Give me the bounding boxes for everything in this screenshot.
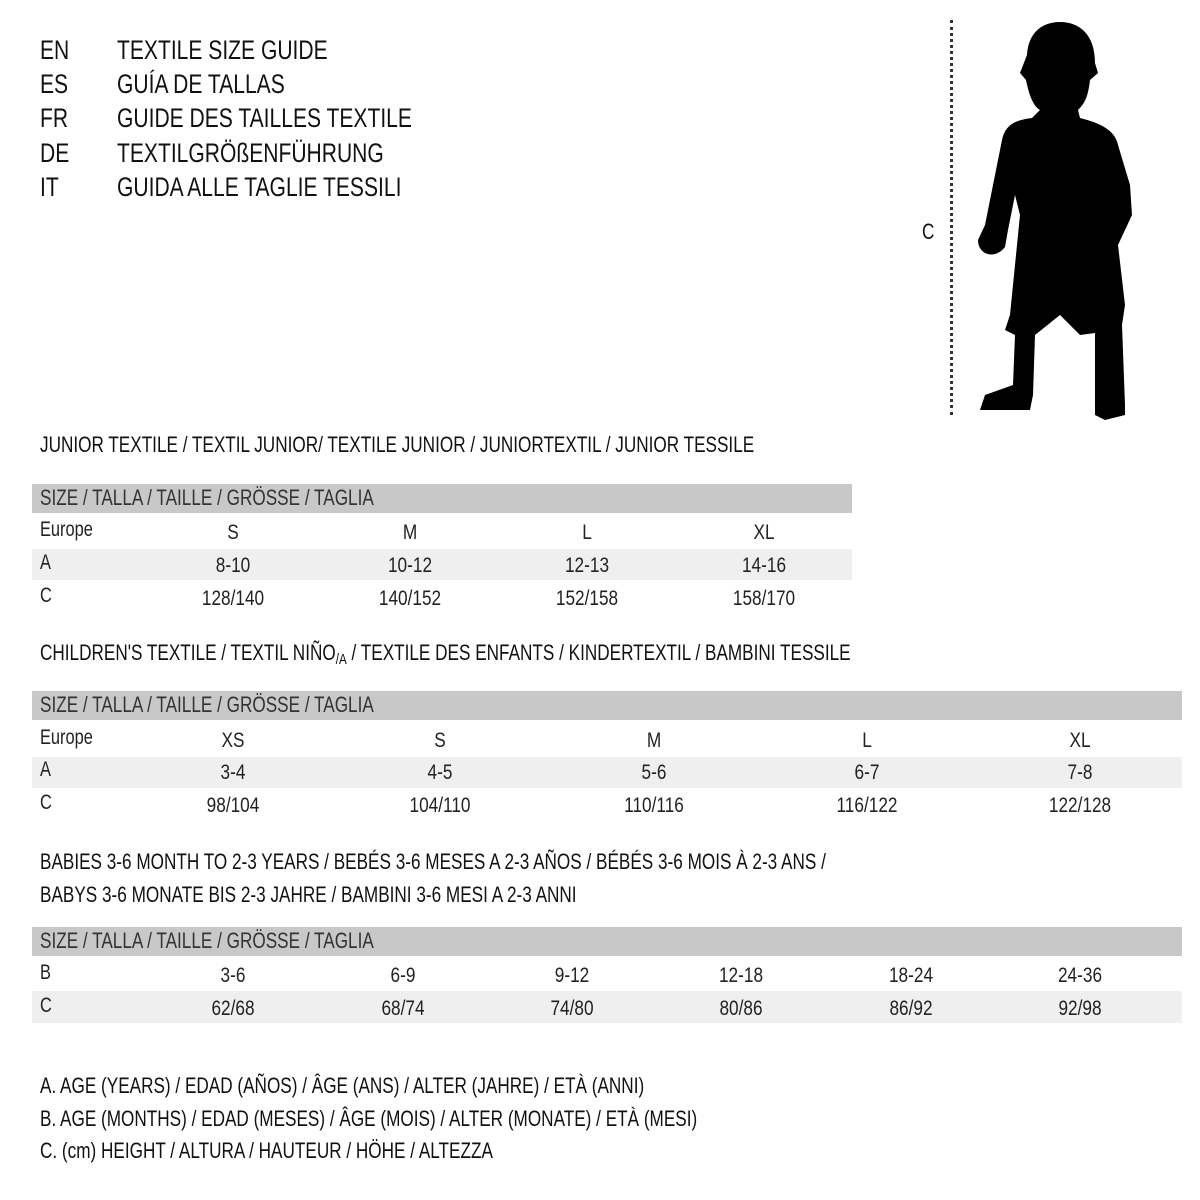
lang-title: GUIDA ALLE TAGLIE TESSILI (117, 172, 402, 202)
babies-title-line2: BABYS 3-6 MONATE BIS 2-3 JAHRE / BAMBINI… (40, 882, 577, 907)
table-cell: 128/140 (201, 587, 265, 610)
table-cell: XS (221, 729, 245, 752)
table-cell: 68/74 (381, 997, 425, 1020)
lang-title: GUÍA DE TALLAS (117, 69, 285, 99)
table-cell: 14-16 (741, 554, 787, 577)
legend-c: C. (cm) HEIGHT / ALTURA / HAUTEUR / HÖHE… (40, 1138, 493, 1163)
row-band (32, 549, 852, 580)
row-label: B (40, 961, 51, 984)
table-cell: 92/98 (1058, 997, 1102, 1020)
row-label: A (40, 758, 51, 781)
table-cell: XL (753, 521, 775, 544)
table-cell: 3-6 (220, 964, 246, 987)
table-cell: 8-10 (215, 554, 251, 577)
row-label: Europe (40, 518, 93, 541)
table-cell: M (646, 729, 662, 752)
table-cell: 158/170 (732, 587, 796, 610)
table-cell: 122/128 (1048, 794, 1112, 817)
children-size-header: SIZE / TALLA / TAILLE / GRÖSSE / TAGLIA (40, 692, 374, 717)
table-cell: 5-6 (641, 761, 667, 784)
lang-code: IT (40, 172, 59, 202)
row-label: Europe (40, 726, 93, 749)
row-band (32, 757, 1182, 788)
table-cell: L (862, 729, 872, 752)
lang-title: TEXTILE SIZE GUIDE (117, 35, 328, 65)
table-cell: 3-4 (220, 761, 246, 784)
row-label: C (40, 791, 52, 814)
junior-size-header: SIZE / TALLA / TAILLE / GRÖSSE / TAGLIA (40, 485, 374, 510)
lang-title: TEXTILGRÖßENFÜHRUNG (117, 138, 384, 168)
children-title: CHILDREN'S TEXTILE / TEXTIL NIÑO/A / TEX… (40, 640, 851, 668)
table-cell: 80/86 (719, 997, 763, 1020)
junior-size-header-bar (32, 484, 852, 513)
table-cell: 152/158 (555, 587, 619, 610)
table-cell: 110/116 (624, 794, 684, 817)
children-size-header-bar (32, 691, 1182, 720)
table-cell: 18-24 (888, 964, 934, 987)
table-cell: S (227, 521, 239, 544)
table-cell: 104/110 (409, 794, 471, 817)
lang-title: GUIDE DES TAILLES TEXTILE (117, 103, 412, 133)
babies-size-header-bar (32, 927, 1182, 956)
row-label: A (40, 551, 51, 574)
table-cell: 12-18 (718, 964, 764, 987)
row-label: C (40, 994, 52, 1017)
table-cell: 6-9 (390, 964, 416, 987)
table-cell: 98/104 (206, 794, 260, 817)
table-cell: L (582, 521, 592, 544)
lang-code: FR (40, 103, 69, 133)
child-silhouette-icon (978, 22, 1132, 420)
table-cell: 62/68 (211, 997, 255, 1020)
table-cell: M (402, 521, 418, 544)
lang-code: EN (40, 35, 70, 65)
table-cell: 10-12 (387, 554, 433, 577)
babies-size-header: SIZE / TALLA / TAILLE / GRÖSSE / TAGLIA (40, 928, 374, 953)
height-label: C (922, 219, 935, 244)
table-cell: 9-12 (554, 964, 590, 987)
table-cell: 6-7 (854, 761, 880, 784)
table-cell: 74/80 (550, 997, 594, 1020)
table-cell: 12-13 (564, 554, 610, 577)
table-cell: 140/152 (378, 587, 442, 610)
babies-title-line1: BABIES 3-6 MONTH TO 2-3 YEARS / BEBÉS 3-… (40, 849, 826, 874)
legend-a: A. AGE (YEARS) / EDAD (AÑOS) / ÂGE (ANS)… (40, 1073, 645, 1098)
height-dotted-line (950, 20, 953, 415)
table-cell: 7-8 (1067, 761, 1093, 784)
row-label: C (40, 584, 52, 607)
legend-b: B. AGE (MONTHS) / EDAD (MESES) / ÂGE (MO… (40, 1106, 698, 1131)
table-cell: 24-36 (1057, 964, 1103, 987)
junior-title: JUNIOR TEXTILE / TEXTIL JUNIOR/ TEXTILE … (40, 432, 755, 457)
row-band (32, 991, 1182, 1023)
table-cell: 4-5 (427, 761, 453, 784)
lang-code: DE (40, 138, 70, 168)
table-cell: XL (1069, 729, 1091, 752)
lang-code: ES (40, 69, 69, 99)
table-cell: S (434, 729, 446, 752)
table-cell: 86/92 (889, 997, 933, 1020)
table-cell: 116/122 (836, 794, 898, 817)
